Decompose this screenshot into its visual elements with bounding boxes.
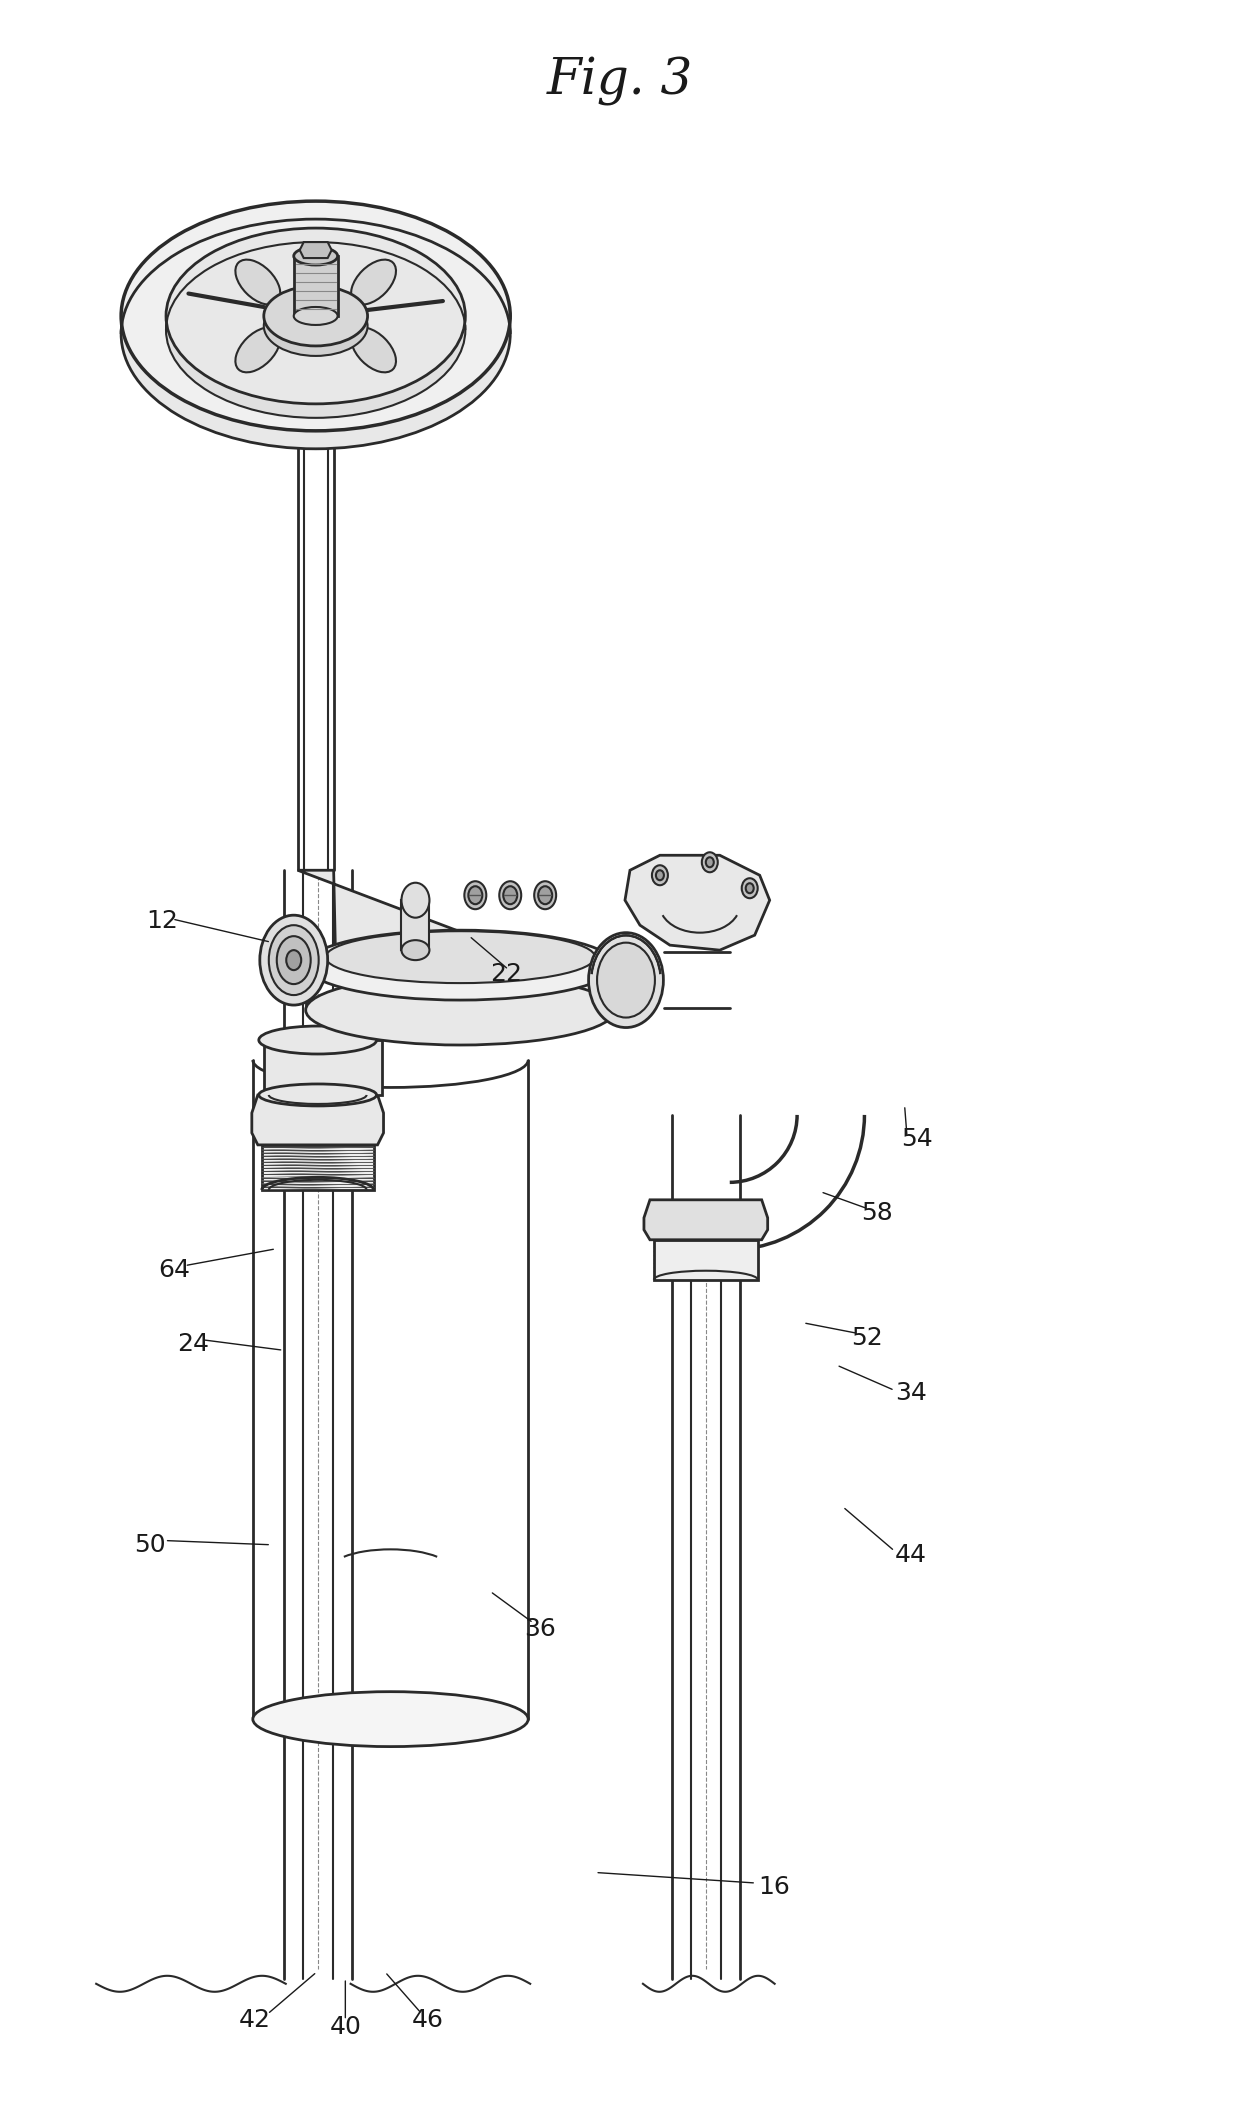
Text: 44: 44 (895, 1543, 926, 1567)
Ellipse shape (306, 976, 615, 1046)
Ellipse shape (589, 934, 663, 1027)
Text: 16: 16 (759, 1876, 791, 1899)
Text: 50: 50 (134, 1533, 166, 1556)
Bar (264, 1039, 382, 1094)
Ellipse shape (166, 241, 465, 417)
Bar (402, 900, 429, 951)
Ellipse shape (259, 1027, 377, 1054)
Text: 64: 64 (159, 1257, 191, 1283)
Ellipse shape (294, 248, 337, 265)
Ellipse shape (306, 929, 615, 999)
Ellipse shape (402, 883, 429, 917)
Ellipse shape (264, 296, 367, 356)
Ellipse shape (503, 887, 517, 904)
Bar (262, 1145, 373, 1190)
Ellipse shape (596, 942, 655, 1018)
Ellipse shape (351, 260, 396, 305)
Ellipse shape (656, 870, 663, 881)
Ellipse shape (236, 260, 280, 305)
Ellipse shape (402, 940, 429, 961)
Text: 54: 54 (901, 1126, 932, 1152)
Ellipse shape (534, 881, 557, 908)
Ellipse shape (652, 866, 668, 885)
Text: 40: 40 (330, 2015, 361, 2039)
Polygon shape (252, 1094, 383, 1145)
Ellipse shape (260, 915, 327, 1006)
Text: 22: 22 (490, 961, 522, 987)
Ellipse shape (745, 883, 754, 893)
Ellipse shape (294, 307, 337, 326)
Ellipse shape (464, 881, 486, 908)
Ellipse shape (166, 229, 465, 404)
Text: 46: 46 (412, 2009, 444, 2032)
Ellipse shape (122, 218, 510, 449)
Ellipse shape (706, 857, 714, 868)
Text: 34: 34 (895, 1380, 926, 1404)
Bar (653, 1241, 758, 1279)
Text: Fig. 3: Fig. 3 (547, 57, 693, 106)
Text: 58: 58 (862, 1200, 893, 1226)
Ellipse shape (236, 328, 280, 373)
Polygon shape (298, 870, 536, 961)
Polygon shape (625, 855, 770, 951)
Ellipse shape (351, 328, 396, 373)
Text: 24: 24 (177, 1332, 210, 1355)
Ellipse shape (286, 951, 301, 970)
Bar (294, 256, 337, 315)
Ellipse shape (277, 936, 311, 984)
Ellipse shape (469, 887, 482, 904)
Text: 36: 36 (523, 1617, 556, 1641)
Text: 42: 42 (239, 2009, 272, 2032)
Ellipse shape (264, 286, 367, 345)
Ellipse shape (253, 1691, 528, 1747)
Ellipse shape (742, 879, 758, 898)
Polygon shape (644, 1200, 768, 1241)
Text: 52: 52 (852, 1325, 883, 1349)
Text: 12: 12 (146, 908, 179, 934)
Ellipse shape (702, 853, 718, 872)
Polygon shape (300, 241, 331, 258)
Ellipse shape (269, 925, 319, 995)
Ellipse shape (326, 931, 595, 982)
Ellipse shape (538, 887, 552, 904)
Ellipse shape (259, 1084, 377, 1105)
Ellipse shape (500, 881, 521, 908)
Ellipse shape (122, 201, 510, 432)
